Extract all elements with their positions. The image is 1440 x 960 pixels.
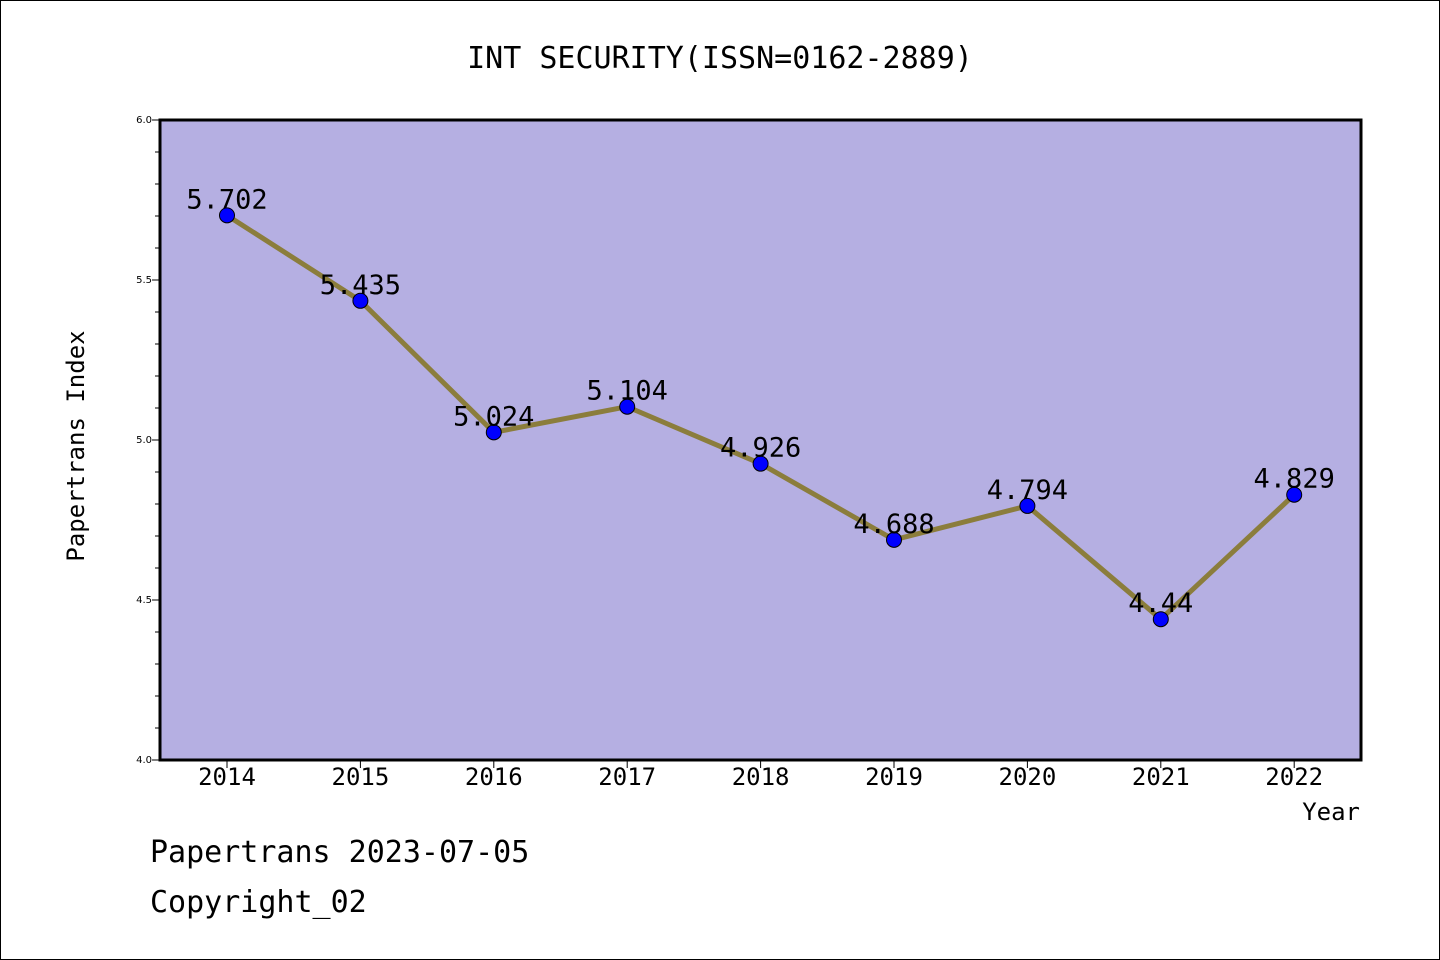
footer-date-line: Papertrans 2023-07-05 [150,835,530,870]
x-tick-label: 2017 [598,763,656,791]
data-label: 4.829 [1254,464,1335,495]
chart-title: INT SECURITY(ISSN=0162-2889) [467,41,973,76]
x-axis-label: Year [1302,798,1360,826]
data-label: 5.104 [587,376,668,407]
footer-copyright: Copyright_02 [150,885,367,920]
x-tick-label: 2021 [1132,763,1190,791]
data-labels: 5.702 5.435 5.024 5.104 4.926 4.688 4.794 4.44 4… [186,184,1334,619]
data-label: 4.44 [1128,588,1193,619]
data-point [219,207,235,224]
y-tick-label: 4.0 [136,755,152,766]
x-tick-label: 2020 [999,763,1057,791]
data-label: 4.688 [853,509,934,540]
data-point [1152,611,1169,628]
plot-area [158,118,1363,762]
data-point [619,398,636,415]
x-tick-label: 2014 [198,763,256,791]
data-label: 5.702 [186,184,267,215]
x-tick-label: 2019 [865,763,923,791]
y-tick-label: 5.5 [136,275,152,286]
x-tick-label: 2022 [1265,763,1323,791]
data-point [886,531,902,548]
data-label: 5.024 [453,401,534,432]
data-label: 5.435 [320,270,401,301]
data-point [1019,497,1036,514]
y-tick-label: 5.0 [136,435,152,446]
data-point [485,424,502,441]
y-tick-label: 4.5 [136,595,152,606]
x-tick-label: 2015 [332,763,390,791]
y-axis: 4.0 4.5 5.0 5.5 6.0 [136,115,160,766]
y-axis-label: Papertrans Index [62,330,90,561]
data-point [352,292,369,309]
data-point [752,455,769,472]
data-point [1286,486,1303,503]
data-label: 4.794 [987,475,1068,506]
y-tick-label: 6.0 [136,115,152,126]
x-tick-label: 2018 [732,763,790,791]
x-axis: 2014 2015 2016 2017 2018 2019 2020 2021 2022 [198,760,1323,791]
x-tick-label: 2016 [465,763,523,791]
data-markers [219,207,1303,628]
data-label: 4.926 [720,433,801,464]
